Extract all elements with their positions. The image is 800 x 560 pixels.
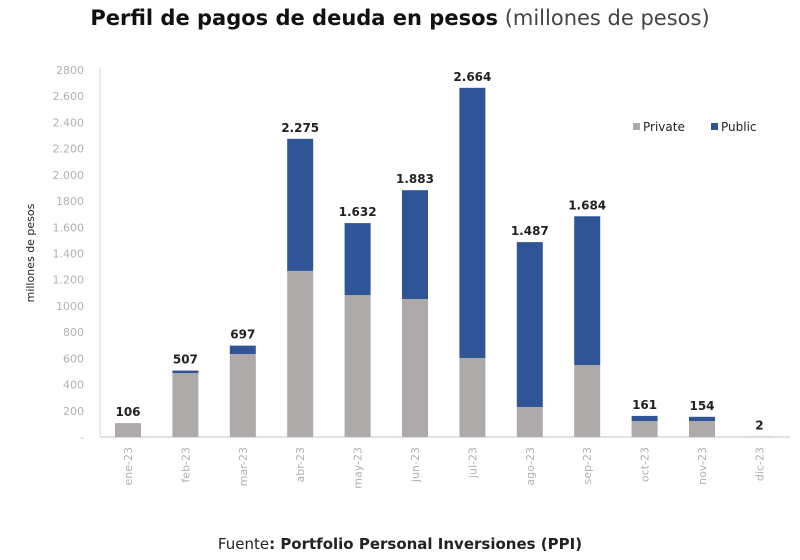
data-label-total: 161 [632,398,657,412]
x-tick-label: mar-23 [237,447,250,486]
x-tick-label: jul-23 [466,447,479,479]
y-tick-label: 2.400 [53,116,85,129]
y-axis-label: millones de pesos [24,203,37,302]
data-label-total: 2 [755,419,763,433]
data-label-total: 507 [173,353,198,367]
data-label-total: 1.883 [396,172,434,186]
x-tick-label: feb-23 [179,447,192,483]
x-tick-label: dic-23 [753,447,766,481]
bar-private [459,357,486,437]
bar-private [402,298,428,437]
y-tick-label: 600 [63,352,84,365]
title-main: Perfil de pagos de deuda en pesos [90,6,498,30]
bar-public [689,416,715,422]
data-label-total: 106 [115,405,140,419]
data-label-total: 154 [689,399,714,413]
bar-private [516,406,543,437]
y-tick-label: 1800 [56,195,84,208]
data-label-total: 1.632 [339,205,377,219]
y-tick-label: 200 [63,405,84,418]
bar-private [172,373,199,437]
bar-public [344,223,371,296]
data-label-total: 697 [230,328,255,342]
x-tick-label: sep-23 [581,447,594,484]
x-tick-label: abr-23 [294,447,307,483]
chart-title: Perfil de pagos de deuda en pesos (millo… [0,6,800,30]
legend-swatch-public [711,123,718,130]
y-tick-label: 400 [63,379,84,392]
footer-prefix: Fuente [217,535,270,553]
bar-public [172,370,199,374]
y-tick-label: - [80,431,84,444]
bar-public [574,216,601,366]
legend-label-private: Private [643,120,685,134]
bar-public [516,242,543,407]
source-footer: Fuente: Portfolio Personal Inversiones (… [0,535,800,553]
y-tick-label: 1.600 [53,221,85,234]
y-tick-label: 800 [63,326,84,339]
data-label-total: 2.664 [453,70,491,84]
y-tick-label: 1.200 [53,274,85,287]
bar-private [574,365,601,437]
bar-private [631,421,658,437]
legend-swatch-private [633,123,640,130]
y-tick-label: 1000 [56,300,84,313]
bar-private [229,354,256,437]
y-tick-label: 2800 [56,64,84,77]
x-tick-label: may-23 [352,447,365,489]
bar-private [344,295,371,437]
x-tick-label: jun-23 [409,447,422,483]
x-tick-label: ago-23 [524,447,537,486]
bar-public [459,87,486,358]
x-tick-label: ene-23 [122,447,135,485]
bar-public [402,190,428,299]
bar-private [115,423,141,437]
data-label-total: 1.487 [511,224,549,238]
bar-public [631,415,658,422]
title-subtitle: (millones de pesos) [504,6,710,30]
legend-label-public: Public [721,120,757,134]
bar-public [287,138,314,271]
footer-source: : Portfolio Personal Inversiones (PPI) [269,535,583,553]
bar-private [689,421,715,437]
data-label-total: 1.684 [568,198,606,212]
y-tick-label: 2.600 [53,90,85,103]
y-tick-label: 1.400 [53,248,85,261]
y-tick-label: 2.200 [53,143,85,156]
x-tick-label: nov-23 [696,447,709,485]
bar-private [287,270,314,437]
y-tick-label: 2.000 [53,169,85,182]
x-tick-label: oct-23 [639,447,652,482]
bar-public [229,345,256,355]
data-label-total: 2.275 [281,121,319,135]
